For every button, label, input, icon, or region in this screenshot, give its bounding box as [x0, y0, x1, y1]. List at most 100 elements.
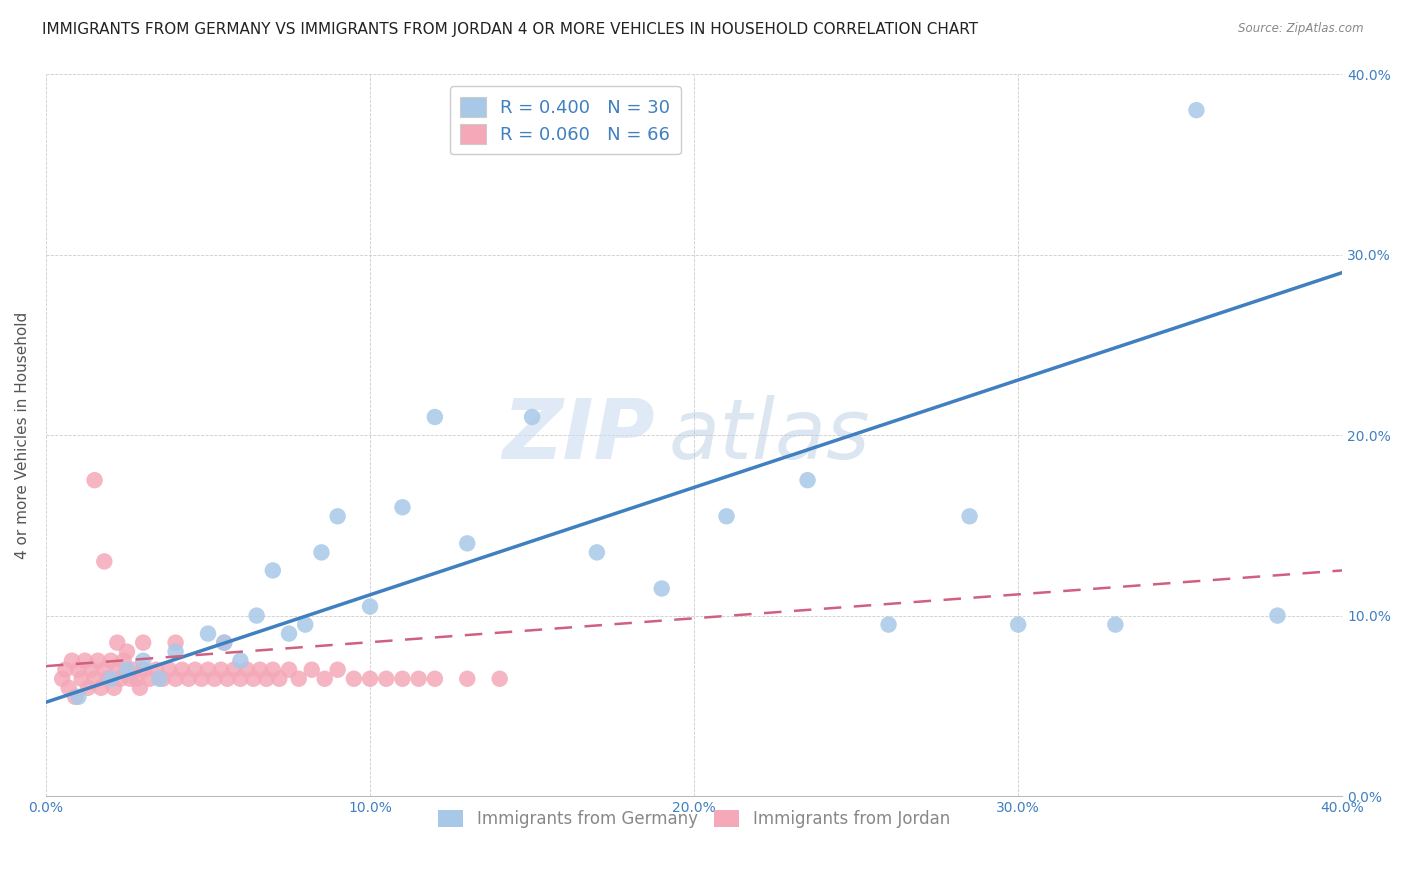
Point	[58, 681, 80, 695]
Point	[1267, 608, 1289, 623]
Point	[204, 672, 226, 686]
Point	[314, 672, 336, 686]
Point	[586, 545, 609, 559]
Point	[249, 663, 271, 677]
Point	[408, 672, 430, 686]
Point	[77, 681, 100, 695]
Point	[125, 672, 148, 686]
Point	[70, 672, 93, 686]
Point	[87, 654, 110, 668]
Point	[294, 617, 316, 632]
Point	[326, 509, 349, 524]
Point	[391, 500, 413, 515]
Point	[716, 509, 738, 524]
Point	[212, 635, 235, 649]
Point	[100, 672, 122, 686]
Point	[55, 663, 77, 677]
Point	[73, 654, 96, 668]
Point	[222, 663, 245, 677]
Point	[129, 681, 152, 695]
Point	[165, 635, 187, 649]
Point	[197, 663, 219, 677]
Point	[423, 409, 446, 424]
Point	[959, 509, 981, 524]
Point	[51, 672, 73, 686]
Point	[138, 672, 160, 686]
Point	[67, 663, 90, 677]
Point	[520, 409, 543, 424]
Point	[115, 645, 138, 659]
Point	[190, 672, 212, 686]
Point	[229, 672, 252, 686]
Point	[217, 672, 239, 686]
Point	[177, 672, 200, 686]
Point	[456, 672, 478, 686]
Point	[110, 672, 132, 686]
Point	[112, 654, 135, 668]
Point	[209, 663, 232, 677]
Point	[80, 663, 103, 677]
Point	[103, 681, 125, 695]
Point	[63, 690, 86, 704]
Point	[60, 654, 83, 668]
Text: IMMIGRANTS FROM GERMANY VS IMMIGRANTS FROM JORDAN 4 OR MORE VEHICLES IN HOUSEHOL: IMMIGRANTS FROM GERMANY VS IMMIGRANTS FR…	[42, 22, 979, 37]
Point	[145, 663, 167, 677]
Point	[456, 536, 478, 550]
Point	[877, 617, 900, 632]
Point	[254, 672, 277, 686]
Point	[157, 663, 180, 677]
Point	[359, 599, 381, 614]
Point	[132, 654, 155, 668]
Point	[93, 663, 115, 677]
Point	[152, 672, 174, 686]
Point	[242, 672, 264, 686]
Point	[197, 626, 219, 640]
Point	[115, 663, 138, 677]
Point	[83, 672, 105, 686]
Point	[172, 663, 194, 677]
Point	[278, 626, 301, 640]
Text: ZIP: ZIP	[502, 394, 655, 475]
Point	[359, 672, 381, 686]
Point	[1007, 617, 1029, 632]
Point	[105, 635, 128, 649]
Point	[122, 663, 145, 677]
Point	[93, 554, 115, 568]
Text: Source: ZipAtlas.com: Source: ZipAtlas.com	[1239, 22, 1364, 36]
Legend: Immigrants from Germany, Immigrants from Jordan: Immigrants from Germany, Immigrants from…	[432, 803, 956, 835]
Point	[120, 672, 142, 686]
Point	[278, 663, 301, 677]
Point	[488, 672, 510, 686]
Point	[262, 564, 284, 578]
Text: atlas: atlas	[668, 394, 870, 475]
Point	[229, 654, 252, 668]
Point	[796, 473, 818, 487]
Point	[343, 672, 366, 686]
Point	[287, 672, 309, 686]
Point	[236, 663, 259, 677]
Point	[212, 635, 235, 649]
Point	[83, 473, 105, 487]
Point	[1185, 103, 1208, 117]
Point	[165, 672, 187, 686]
Point	[96, 672, 118, 686]
Point	[423, 672, 446, 686]
Y-axis label: 4 or more Vehicles in Household: 4 or more Vehicles in Household	[15, 311, 30, 558]
Point	[651, 582, 673, 596]
Point	[391, 672, 413, 686]
Point	[132, 635, 155, 649]
Point	[301, 663, 323, 677]
Point	[184, 663, 207, 677]
Point	[105, 663, 128, 677]
Point	[67, 690, 90, 704]
Point	[269, 672, 291, 686]
Point	[90, 681, 112, 695]
Point	[1104, 617, 1126, 632]
Point	[100, 654, 122, 668]
Point	[375, 672, 398, 686]
Point	[165, 645, 187, 659]
Point	[246, 608, 269, 623]
Point	[148, 672, 170, 686]
Point	[326, 663, 349, 677]
Point	[262, 663, 284, 677]
